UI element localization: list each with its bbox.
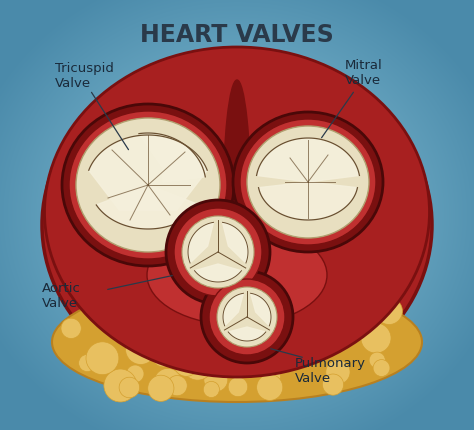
Circle shape: [373, 360, 390, 377]
Circle shape: [182, 216, 254, 289]
Text: Mitral
Valve: Mitral Valve: [345, 59, 383, 87]
Circle shape: [264, 368, 281, 385]
Circle shape: [126, 335, 156, 365]
Circle shape: [162, 306, 189, 333]
Circle shape: [167, 376, 187, 396]
Circle shape: [182, 350, 213, 380]
Ellipse shape: [62, 105, 234, 266]
Polygon shape: [256, 139, 359, 183]
Ellipse shape: [45, 48, 429, 377]
Circle shape: [86, 342, 119, 375]
Polygon shape: [194, 264, 241, 283]
Circle shape: [321, 331, 345, 355]
Circle shape: [172, 279, 205, 312]
Circle shape: [228, 377, 248, 397]
Circle shape: [230, 292, 249, 311]
Polygon shape: [251, 294, 271, 326]
Circle shape: [152, 344, 175, 367]
Ellipse shape: [240, 120, 376, 246]
Circle shape: [204, 368, 228, 392]
Circle shape: [264, 292, 280, 308]
Circle shape: [142, 316, 162, 336]
Circle shape: [139, 332, 159, 353]
Text: Aortic
Valve: Aortic Valve: [42, 281, 81, 309]
Circle shape: [178, 283, 207, 311]
Circle shape: [322, 374, 344, 395]
Circle shape: [174, 352, 199, 376]
Circle shape: [196, 307, 215, 326]
Circle shape: [174, 209, 262, 296]
Circle shape: [79, 355, 96, 372]
Ellipse shape: [76, 119, 220, 252]
Circle shape: [155, 322, 172, 339]
Circle shape: [160, 326, 189, 354]
Circle shape: [361, 323, 391, 353]
Circle shape: [300, 304, 325, 329]
Polygon shape: [188, 223, 213, 263]
Circle shape: [119, 378, 140, 398]
Circle shape: [376, 298, 402, 325]
Polygon shape: [222, 223, 248, 263]
Polygon shape: [223, 294, 244, 326]
Polygon shape: [228, 327, 266, 341]
Circle shape: [201, 271, 293, 363]
Circle shape: [265, 314, 280, 329]
Circle shape: [235, 329, 253, 347]
Ellipse shape: [223, 81, 251, 340]
Circle shape: [326, 360, 350, 384]
Circle shape: [156, 329, 179, 351]
Text: Tricuspid
Valve: Tricuspid Valve: [55, 62, 114, 90]
Circle shape: [232, 341, 250, 359]
Circle shape: [61, 319, 81, 339]
Circle shape: [104, 369, 137, 402]
Circle shape: [369, 352, 385, 369]
Circle shape: [217, 287, 277, 347]
Text: HEART VALVES: HEART VALVES: [140, 23, 334, 47]
Ellipse shape: [147, 225, 327, 325]
Circle shape: [224, 284, 243, 303]
Circle shape: [166, 200, 270, 304]
Ellipse shape: [52, 283, 422, 402]
Circle shape: [360, 303, 377, 321]
Circle shape: [366, 337, 382, 353]
Circle shape: [209, 280, 285, 355]
Ellipse shape: [247, 127, 369, 239]
Circle shape: [88, 293, 114, 319]
Circle shape: [102, 304, 118, 320]
Circle shape: [256, 375, 283, 400]
Ellipse shape: [69, 112, 227, 259]
Polygon shape: [96, 186, 200, 230]
Ellipse shape: [42, 56, 432, 395]
Text: Pulmonary
Valve: Pulmonary Valve: [295, 356, 366, 384]
Polygon shape: [139, 134, 205, 183]
Circle shape: [154, 369, 182, 396]
Circle shape: [203, 381, 219, 398]
Ellipse shape: [233, 113, 383, 252]
Circle shape: [334, 307, 363, 336]
Polygon shape: [258, 183, 357, 221]
Circle shape: [127, 365, 144, 383]
Polygon shape: [89, 136, 207, 211]
Circle shape: [148, 375, 174, 402]
